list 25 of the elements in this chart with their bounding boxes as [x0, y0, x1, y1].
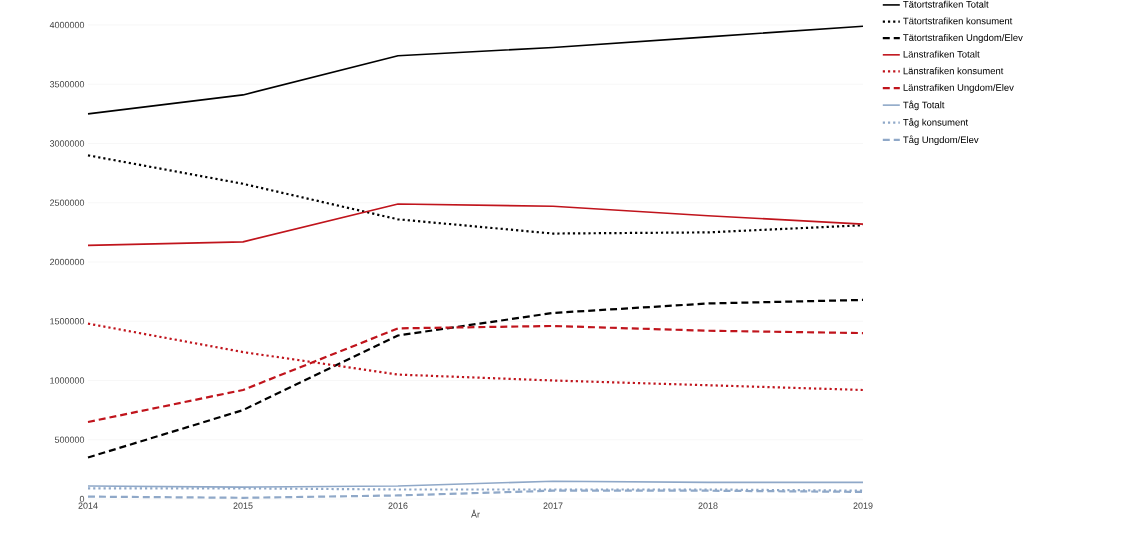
legend-label: Tätortstrafiken Totalt: [903, 0, 989, 8]
y-tick-label: 1500000: [50, 318, 85, 325]
legend-label: Tätortstrafiken konsument: [903, 17, 1013, 25]
legend-label: Tätortstrafiken Ungdom/Elev: [903, 34, 1023, 43]
legend-label: Länstrafiken konsument: [903, 67, 1004, 75]
x-tick-label: 2014: [78, 502, 98, 509]
x-tick-label: 2019: [853, 502, 873, 509]
y-tick-label: 2500000: [50, 199, 85, 206]
legend-label: Länstrafiken Totalt: [903, 50, 980, 58]
x-axis-title: År: [471, 509, 480, 518]
x-tick-label: 2017: [543, 502, 563, 509]
y-tick-label: 4000000: [49, 21, 85, 29]
y-tick-label: 0: [79, 495, 85, 503]
legend-label: Länstrafiken Ungdom/Elev: [903, 83, 1014, 93]
y-tick-label: 3500000: [49, 81, 85, 88]
legend-label: Tåg Totalt: [903, 100, 945, 111]
legend-label: Tåg konsument: [903, 117, 969, 128]
y-tick-label: 2000000: [50, 258, 85, 266]
x-tick-label: 2016: [388, 502, 408, 509]
x-tick-label: 2015: [233, 502, 253, 509]
y-tick-label: 3000000: [49, 140, 85, 147]
x-tick-label: 2018: [698, 502, 718, 509]
legend-label: Tåg Ungdom/Elev: [903, 135, 979, 145]
y-tick-label: 1000000: [50, 377, 85, 384]
y-tick-label: 500000: [54, 436, 85, 443]
